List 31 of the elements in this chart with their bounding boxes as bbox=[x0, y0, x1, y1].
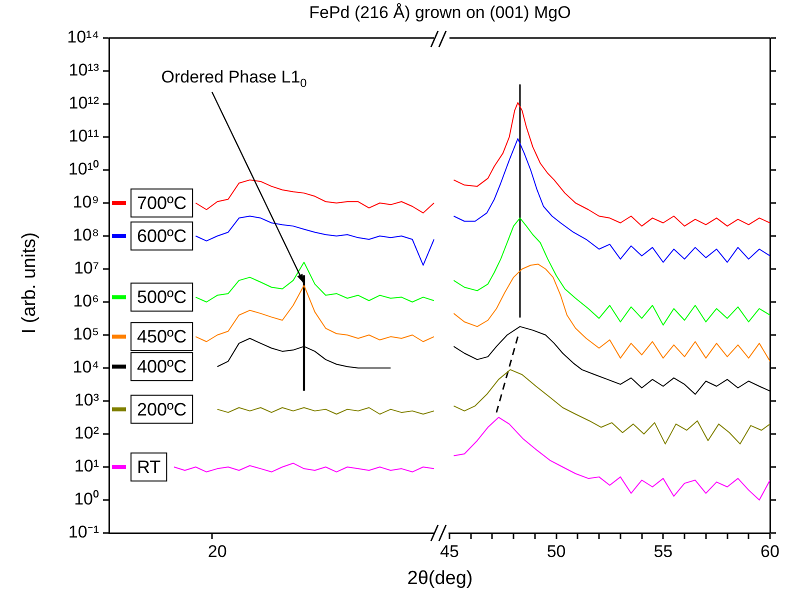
y-tick-label: 10¹⁴ bbox=[67, 28, 99, 47]
y-tick-label: 10⁶ bbox=[73, 292, 99, 311]
legend-label: 600ºC bbox=[137, 226, 187, 246]
legend-label: 450ºC bbox=[137, 326, 187, 347]
y-tick-label: 10¹² bbox=[68, 94, 100, 113]
y-tick-label: 10⁷ bbox=[74, 258, 99, 278]
y-tick-label: 10¹⁰ bbox=[68, 160, 99, 179]
y-tick-label: 10⁸ bbox=[72, 226, 99, 245]
y-tick-label: 10¹³ bbox=[68, 60, 100, 80]
x-tick-label: 50 bbox=[546, 542, 566, 561]
x-tick-label: 20 bbox=[208, 542, 227, 561]
y-tick-label: 10⁰ bbox=[74, 490, 99, 509]
y-tick-label: 10³ bbox=[74, 390, 100, 410]
x-tick-label: 45 bbox=[440, 542, 459, 561]
y-tick-label: 10⁹ bbox=[72, 192, 99, 212]
legend-label: 700ºC bbox=[137, 192, 187, 213]
legend-label: 500ºC bbox=[137, 287, 187, 308]
x-tick-label: 55 bbox=[654, 542, 673, 561]
y-tick-label: 10⁵ bbox=[73, 324, 99, 344]
y-tick-label: 10¹ bbox=[74, 456, 100, 476]
legend-label: RT bbox=[137, 456, 161, 477]
legend-label: 200ºC bbox=[137, 399, 187, 420]
legend-label: 400ºC bbox=[137, 356, 187, 377]
x-axis-title: 2θ(deg) bbox=[406, 568, 474, 590]
chart-title: FePd (216 Å) grown on (001) MgO bbox=[308, 3, 572, 23]
y-axis-title: I (arb. units) bbox=[19, 231, 41, 336]
x-tick-label: 60 bbox=[760, 542, 780, 561]
y-tick-label: 10⁴ bbox=[72, 358, 99, 377]
y-tick-label: 10¹¹ bbox=[68, 126, 100, 146]
y-tick-label: 10² bbox=[74, 424, 100, 443]
y-tick-label: 10⁻¹ bbox=[68, 522, 100, 542]
